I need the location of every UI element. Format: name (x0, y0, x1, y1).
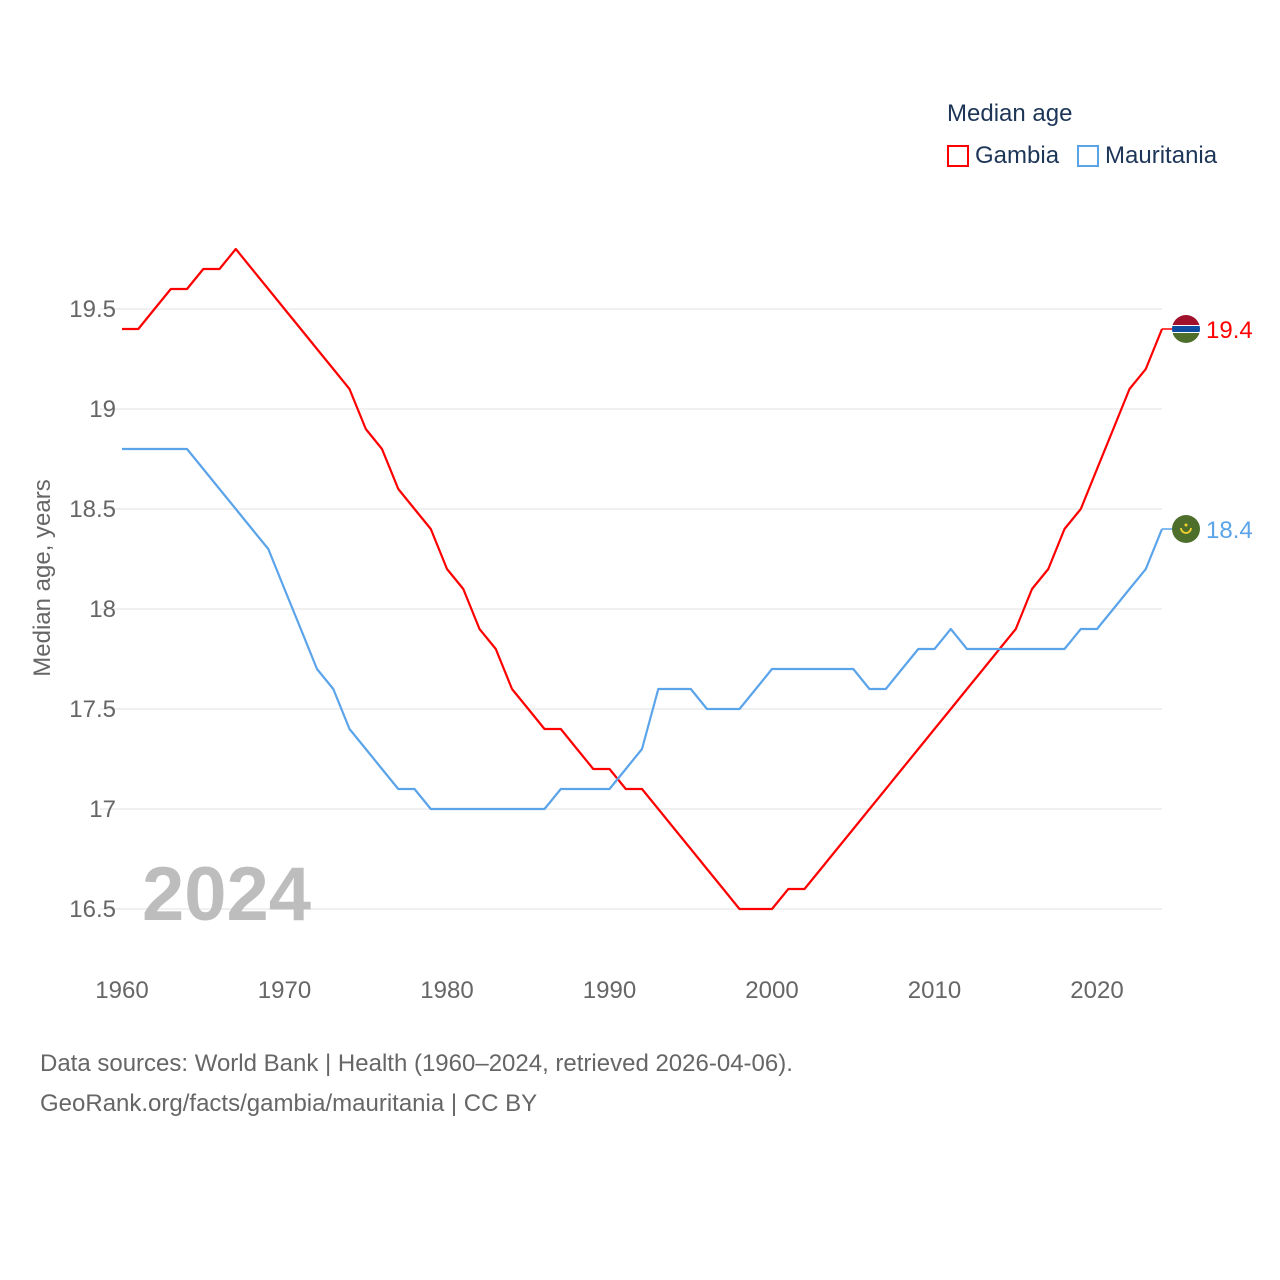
x-tick-label: 2020 (1070, 977, 1123, 1004)
legend-item-gambia[interactable]: Gambia (947, 142, 1059, 170)
x-tick-label: 1970 (258, 977, 311, 1004)
legend-swatch-gambia (947, 145, 969, 167)
end-value-label: 18.4 (1206, 517, 1253, 544)
y-tick-label: 17.5 (69, 696, 116, 723)
x-tick-label: 1960 (95, 977, 148, 1004)
y-tick-label: 19.5 (69, 296, 116, 323)
crescent-icon (1180, 527, 1192, 534)
series-line-mauritania (122, 447, 1164, 811)
y-tick-label: 16.5 (69, 896, 116, 923)
gambia-flag-icon (1172, 315, 1200, 325)
x-tick-label: 1990 (583, 977, 636, 1004)
x-tick-label: 2010 (908, 977, 961, 1004)
legend-swatch-mauritania (1077, 145, 1100, 167)
legend-label-mauritania: Mauritania (1105, 142, 1218, 169)
legend-title: Median age (947, 100, 1073, 127)
data-sources: Data sources: World Bank | Health (1960–… (40, 1050, 793, 1077)
star-icon (1184, 523, 1188, 527)
end-value-label: 19.4 (1206, 317, 1253, 344)
y-axis-label: Median age, years (29, 479, 56, 676)
source-link[interactable]: GeoRank.org/facts/gambia/mauritania | CC… (40, 1090, 538, 1117)
y-tick-label: 19 (89, 396, 116, 423)
mauritania-flag-icon (1172, 515, 1200, 543)
y-tick-label: 18.5 (69, 496, 116, 523)
y-tick-label: 17 (89, 796, 116, 823)
series-line-gambia (122, 247, 1164, 911)
legend: Gambia Mauritania (947, 142, 1217, 170)
y-tick-label: 18 (89, 596, 116, 623)
gambia-flag-icon (1172, 326, 1200, 332)
x-tick-label: 1980 (420, 977, 473, 1004)
gambia-flag-icon (1172, 333, 1200, 343)
legend-item-mauritania[interactable]: Mauritania (1077, 142, 1217, 170)
footer: Data sources: World Bank | Health (1960–… (40, 1044, 793, 1124)
x-tick-label: 2000 (745, 977, 798, 1004)
year-label: 2024 (142, 852, 311, 937)
legend-label-gambia: Gambia (975, 142, 1060, 169)
